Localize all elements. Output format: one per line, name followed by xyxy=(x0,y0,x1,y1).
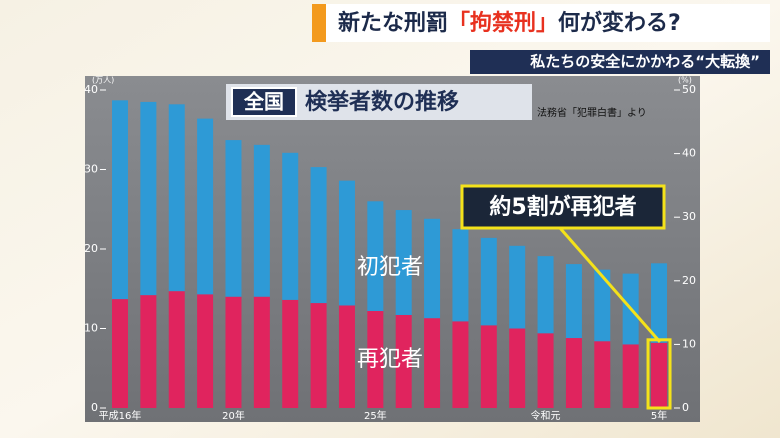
bar-segment xyxy=(480,325,497,408)
y2-tick-label: 30 xyxy=(682,210,696,223)
bar-segment xyxy=(310,303,327,408)
bar-segment xyxy=(197,294,214,408)
y-tick-label: 30 xyxy=(84,163,98,176)
chart-title: 検挙者数の推移 xyxy=(305,89,459,115)
headline: 新たな刑罰「拘禁刑」何が変わる? xyxy=(338,10,681,36)
bar-segment xyxy=(424,218,441,319)
bar-segment xyxy=(537,256,554,334)
bar-segment xyxy=(197,118,214,295)
x-tick-label: 25年 xyxy=(364,409,387,422)
bar-segment xyxy=(565,264,582,339)
y-unit: (万人) xyxy=(92,76,114,85)
bar-segment xyxy=(310,167,327,304)
y-tick-label: 20 xyxy=(84,242,98,255)
plot: 0 10 20 30 40 0 10 20 30 40 50 平成16年 20年 25年 令和元 5年 初犯者再… xyxy=(84,83,696,422)
bar-segment xyxy=(509,245,526,329)
x-tick-label: 5年 xyxy=(651,409,667,422)
bar-segment xyxy=(112,299,128,408)
bar-segment xyxy=(367,201,384,312)
x-tick-label: 20年 xyxy=(222,409,245,422)
subheadline: 私たちの安全にかかわる“大転換” xyxy=(529,53,760,71)
title-prefix: 全国 xyxy=(243,90,284,114)
bar-segment xyxy=(140,101,157,296)
bar-segment xyxy=(168,104,185,292)
header-accent xyxy=(312,4,326,42)
bar-segment xyxy=(651,342,668,408)
subheadline-box xyxy=(470,50,770,74)
title-prefix-box xyxy=(231,87,297,117)
y2-tick-label: 20 xyxy=(682,274,696,287)
bar-segment xyxy=(622,344,639,408)
x-tick-label: 令和元 xyxy=(531,409,561,422)
bar-segment xyxy=(452,321,469,408)
y-tick-label: 40 xyxy=(84,83,98,96)
bar-segment xyxy=(565,338,582,408)
bar-segment xyxy=(651,263,668,343)
annotation: 約5割が再犯者 xyxy=(489,194,636,220)
bar-segment xyxy=(253,296,270,408)
headline-part: 何が変わる? xyxy=(558,10,681,36)
bar-segment xyxy=(424,318,441,408)
series-label: 初犯者 xyxy=(357,255,423,280)
bar-segment xyxy=(140,295,157,408)
bar-segment xyxy=(367,311,384,408)
y2-tick-label: 40 xyxy=(682,147,696,160)
y2-tick-label: 10 xyxy=(682,337,696,350)
bar-segment xyxy=(395,210,412,315)
headline-part: 新たな刑罰 xyxy=(338,10,448,36)
bar-segment xyxy=(225,296,242,408)
x-tick-label: 平成16年 xyxy=(99,409,142,422)
bar-segment xyxy=(112,100,128,300)
bar-segment xyxy=(225,140,242,297)
y2-unit: (%) xyxy=(678,76,692,85)
bar-segment xyxy=(282,152,299,300)
bar-segment xyxy=(395,314,412,408)
bar-segment xyxy=(480,237,497,326)
callout-box xyxy=(460,184,666,230)
bar-segment xyxy=(509,328,526,408)
headline-part: 「拘禁刑」 xyxy=(448,10,558,36)
bar-segment xyxy=(537,333,554,408)
callout-pointer xyxy=(558,227,662,343)
y-tick-label: 10 xyxy=(84,322,98,335)
y2-tick-label: 50 xyxy=(682,83,696,96)
bar-segment xyxy=(168,291,185,408)
bar-segment xyxy=(282,299,299,408)
bar-segment xyxy=(594,269,611,342)
bar-segment xyxy=(338,180,355,306)
y2-tick-label: 0 xyxy=(682,401,689,414)
y-tick-label: 0 xyxy=(91,401,98,414)
header-box xyxy=(326,4,770,42)
bar-segment xyxy=(594,341,611,408)
bar-segment xyxy=(338,305,355,408)
bar-segment xyxy=(253,144,270,297)
source: 法務省「犯罪白書」より xyxy=(537,106,647,119)
series-label: 再犯者 xyxy=(357,347,423,372)
bar-segment xyxy=(452,229,469,322)
